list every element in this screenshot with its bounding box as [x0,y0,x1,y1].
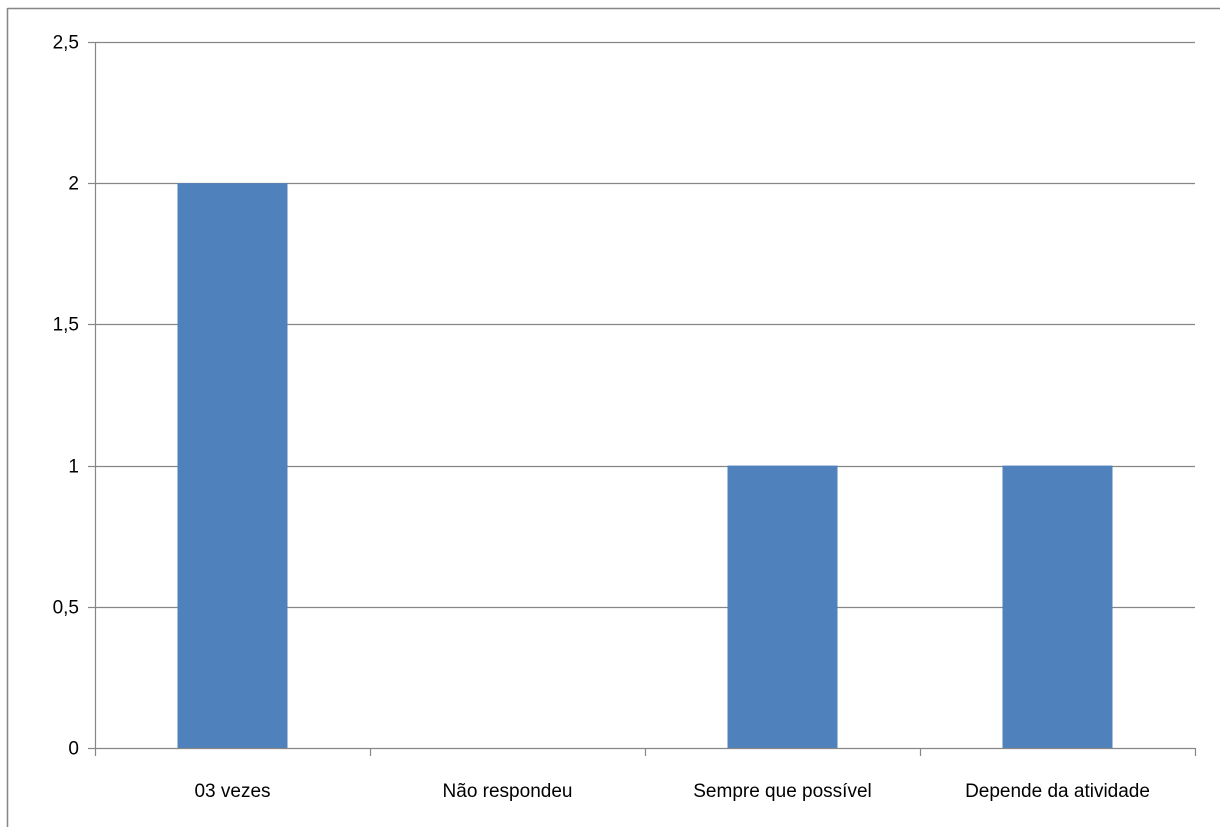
y-tick-label: 0 [68,739,79,760]
x-tick-labels: 03 vezes Não respondeu Sempre que possível… [194,781,1149,802]
x-tick-label: Depende da atividade [965,781,1150,802]
bar [1002,465,1113,748]
y-tick-label: 2 [68,174,79,195]
y-tick-label: 1,5 [53,315,79,336]
bar [727,465,838,748]
x-tick-label: Não respondeu [443,781,573,802]
y-tick-label: 1 [68,457,79,478]
x-tick-label: Sempre que possível [693,781,872,802]
bar [177,183,288,748]
x-tick-label: 03 vezes [194,781,270,802]
y-tick-label: 2,5 [53,33,79,54]
axes [88,41,1197,756]
bars [177,183,1113,748]
y-tick-labels: 0 0,5 1 1,5 2 2,5 [53,33,79,760]
y-tick-label: 0,5 [53,598,79,619]
